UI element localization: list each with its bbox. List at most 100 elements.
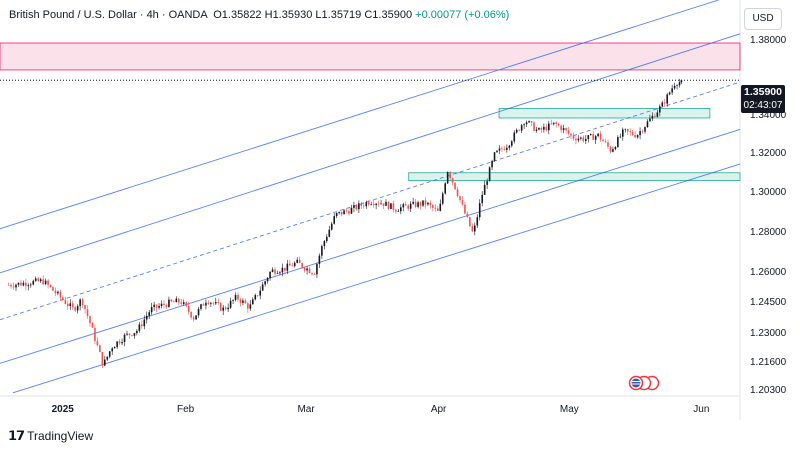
candle <box>168 296 170 308</box>
candle <box>488 166 491 182</box>
channel-outer-bottom[interactable] <box>12 163 741 394</box>
candle <box>626 128 629 136</box>
candle <box>631 129 634 136</box>
candle <box>128 333 131 340</box>
candle <box>76 304 79 314</box>
candle <box>242 298 244 306</box>
candle <box>96 337 99 347</box>
economic-events-icon[interactable] <box>622 375 662 391</box>
candle <box>496 150 498 153</box>
candle <box>224 305 227 311</box>
candle <box>185 301 188 308</box>
candle <box>249 300 252 311</box>
candle <box>345 208 348 214</box>
channel-mid[interactable] <box>0 81 741 321</box>
candle <box>363 202 365 209</box>
candle <box>261 282 264 291</box>
candle <box>592 130 595 140</box>
candle <box>612 146 614 153</box>
brand-name: TradingView <box>27 429 94 443</box>
channel-inner-top[interactable] <box>0 33 741 274</box>
candle <box>303 266 306 273</box>
symbol-name[interactable]: British Pound / U.S. Dollar <box>9 9 137 21</box>
candle <box>663 98 666 108</box>
candle <box>286 259 289 275</box>
candle <box>222 304 225 316</box>
channel-layer <box>0 0 741 394</box>
candle <box>281 263 284 277</box>
candle <box>116 341 118 349</box>
candle <box>173 300 175 303</box>
candle <box>338 211 340 215</box>
candle <box>195 315 197 320</box>
candle <box>474 222 476 236</box>
candle <box>136 329 138 336</box>
interval-label[interactable]: 4h <box>146 9 159 21</box>
candle <box>360 201 363 210</box>
candle <box>244 298 247 304</box>
candle <box>607 139 609 150</box>
candle <box>86 305 89 319</box>
channel-inner-bottom[interactable] <box>0 128 741 364</box>
candle <box>589 133 592 136</box>
candle <box>111 346 114 355</box>
candle <box>205 299 207 310</box>
candle <box>123 333 126 347</box>
candles-layer <box>7 78 683 368</box>
candle <box>180 299 183 306</box>
candle <box>587 135 590 143</box>
zone-demand-upper[interactable] <box>498 108 711 119</box>
candle <box>582 135 585 143</box>
time-tick-label: Feb <box>177 404 195 415</box>
candle <box>192 315 195 322</box>
candle <box>444 181 447 195</box>
zone-supply[interactable] <box>0 42 741 71</box>
candle <box>340 211 343 217</box>
candle <box>402 202 405 212</box>
candle <box>343 209 345 215</box>
candle <box>550 119 553 125</box>
candle <box>69 299 72 310</box>
candle <box>370 201 373 206</box>
candle <box>441 191 444 206</box>
candle <box>284 267 286 275</box>
candle <box>141 320 143 330</box>
candle <box>39 277 42 283</box>
candle <box>358 200 360 213</box>
candle <box>661 100 664 107</box>
candle <box>523 123 525 130</box>
candle <box>355 203 358 211</box>
candle <box>380 199 382 205</box>
channel-outer-top[interactable] <box>0 0 719 230</box>
candle <box>37 276 40 282</box>
candle <box>256 294 259 298</box>
candle <box>538 127 540 131</box>
candle <box>57 290 59 296</box>
candle <box>367 200 370 207</box>
candle <box>387 201 390 211</box>
candle <box>67 300 69 310</box>
currency-button[interactable]: USD <box>744 8 782 30</box>
symbol-info-bar: British Pound / U.S. Dollar · 4h · OANDA… <box>9 9 510 21</box>
candle <box>540 126 543 134</box>
candle <box>71 300 74 310</box>
candle <box>560 124 562 133</box>
candle <box>276 270 279 275</box>
candle <box>483 180 486 195</box>
candle <box>118 339 121 346</box>
candle <box>25 278 27 291</box>
candle <box>646 119 649 128</box>
candle <box>597 133 599 138</box>
candle <box>269 271 271 281</box>
candle <box>227 303 229 313</box>
candle <box>187 301 190 315</box>
price-tick-label: 1.38000 <box>750 35 787 47</box>
zone-demand-lower[interactable] <box>408 172 741 181</box>
candle <box>163 299 165 309</box>
tradingview-brand[interactable]: 𝟭𝟳 TradingView <box>8 428 93 444</box>
candle <box>520 124 523 134</box>
candle <box>671 84 673 96</box>
candle <box>471 223 474 233</box>
